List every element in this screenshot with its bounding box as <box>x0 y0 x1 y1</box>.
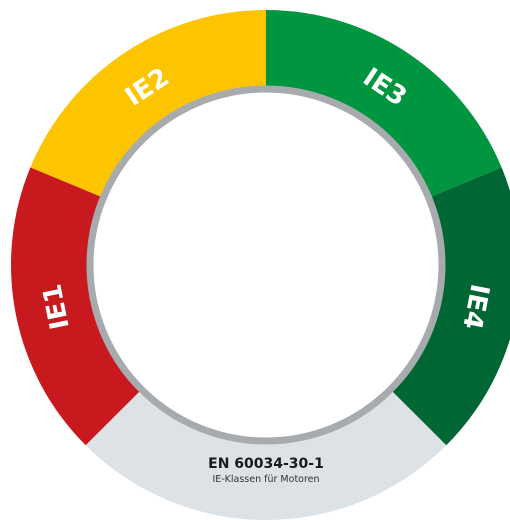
ring-segment <box>386 167 510 446</box>
inner-circle <box>86 85 446 445</box>
ring-segment <box>266 10 502 200</box>
standard-title: EN 60034-30-1 <box>208 456 324 472</box>
ring-segment <box>11 167 146 446</box>
standard-subtitle: IE-Klassen für Motoren <box>212 474 319 485</box>
ring-segment <box>30 10 266 200</box>
